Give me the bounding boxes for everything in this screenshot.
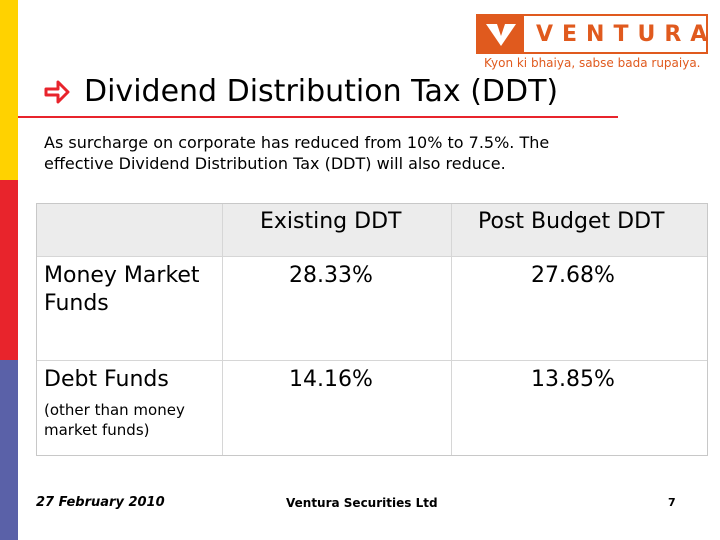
title-divider <box>18 116 618 118</box>
row-note-line: (other than money <box>44 401 185 419</box>
arrow-right-icon <box>44 78 70 106</box>
footer-page-number: 7 <box>668 496 676 509</box>
row-label-debt-funds: Debt Funds (other than money market fund… <box>44 366 222 440</box>
left-accent-bar <box>0 0 18 540</box>
ddt-table: Existing DDT Post Budget DDT Money Marke… <box>36 203 708 456</box>
logo-frame: VENTURA <box>476 14 708 54</box>
ventura-logo: VENTURA Kyon ki bhaiya, sabse bada rupai… <box>476 14 708 74</box>
header-existing-ddt: Existing DDT <box>260 209 402 234</box>
intro-line-2: effective Dividend Distribution Tax (DDT… <box>44 154 506 173</box>
logo-wordmark: VENTURA <box>536 22 717 47</box>
accent-bar-blue <box>0 360 18 540</box>
row-label-money-market: Money Market Funds <box>44 262 222 318</box>
header-post-budget-ddt: Post Budget DDT <box>478 209 665 234</box>
footer-company: Ventura Securities Ltd <box>286 496 438 510</box>
slide-title: Dividend Distribution Tax (DDT) <box>84 74 559 109</box>
row-divider <box>37 256 707 257</box>
column-divider <box>222 204 223 455</box>
row-divider <box>37 360 707 361</box>
accent-bar-yellow <box>0 0 18 180</box>
accent-bar-red <box>0 180 18 360</box>
logo-v-mark-icon <box>478 16 524 52</box>
value-existing-debt-funds: 14.16% <box>289 367 373 392</box>
value-existing-money-market: 28.33% <box>289 263 373 288</box>
column-divider <box>451 204 452 455</box>
footer-date: 27 February 2010 <box>36 495 165 510</box>
value-post-budget-money-market: 27.68% <box>531 263 615 288</box>
logo-tagline: Kyon ki bhaiya, sabse bada rupaiya. <box>484 56 701 70</box>
intro-line-1: As surcharge on corporate has reduced fr… <box>44 133 550 152</box>
row-label-line: Funds <box>44 291 109 316</box>
table-header-background <box>37 204 707 256</box>
row-label-line: Money Market <box>44 263 200 288</box>
row-note-line: market funds) <box>44 421 150 439</box>
value-post-budget-debt-funds: 13.85% <box>531 367 615 392</box>
intro-paragraph: As surcharge on corporate has reduced fr… <box>44 132 684 174</box>
row-label-line: Debt Funds <box>44 367 169 392</box>
